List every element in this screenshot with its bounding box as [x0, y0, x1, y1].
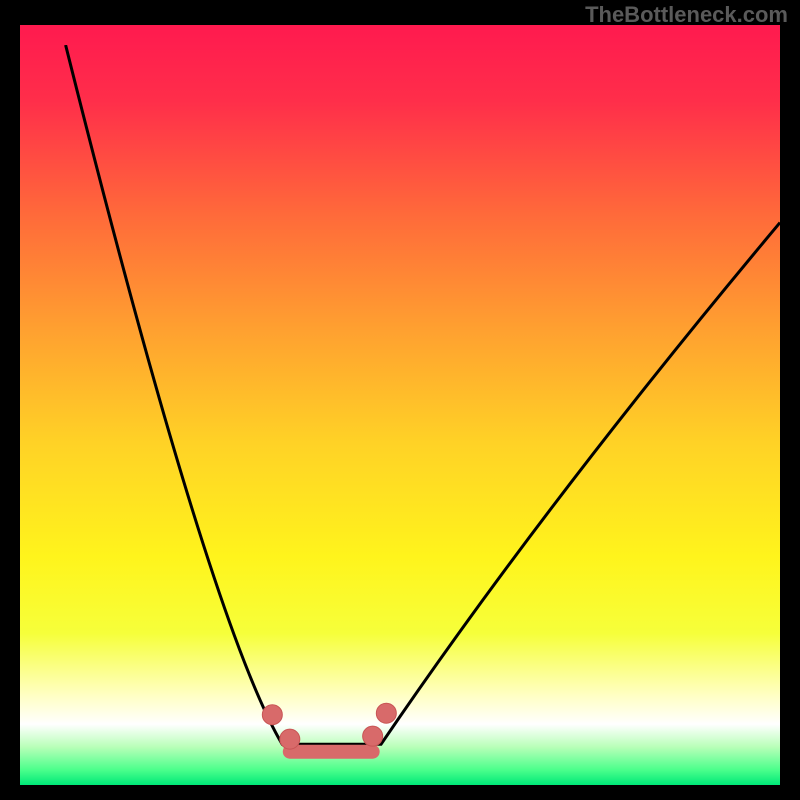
curve-layer — [20, 45, 780, 785]
marker-group — [262, 703, 396, 749]
marker-dot — [363, 726, 383, 746]
marker-dot — [376, 703, 396, 723]
marker-dot — [262, 705, 282, 725]
attribution-text: TheBottleneck.com — [585, 2, 788, 28]
bottleneck-curve — [66, 45, 780, 744]
plot-outer — [20, 25, 780, 785]
marker-dot — [280, 729, 300, 749]
plot-area — [20, 45, 780, 785]
